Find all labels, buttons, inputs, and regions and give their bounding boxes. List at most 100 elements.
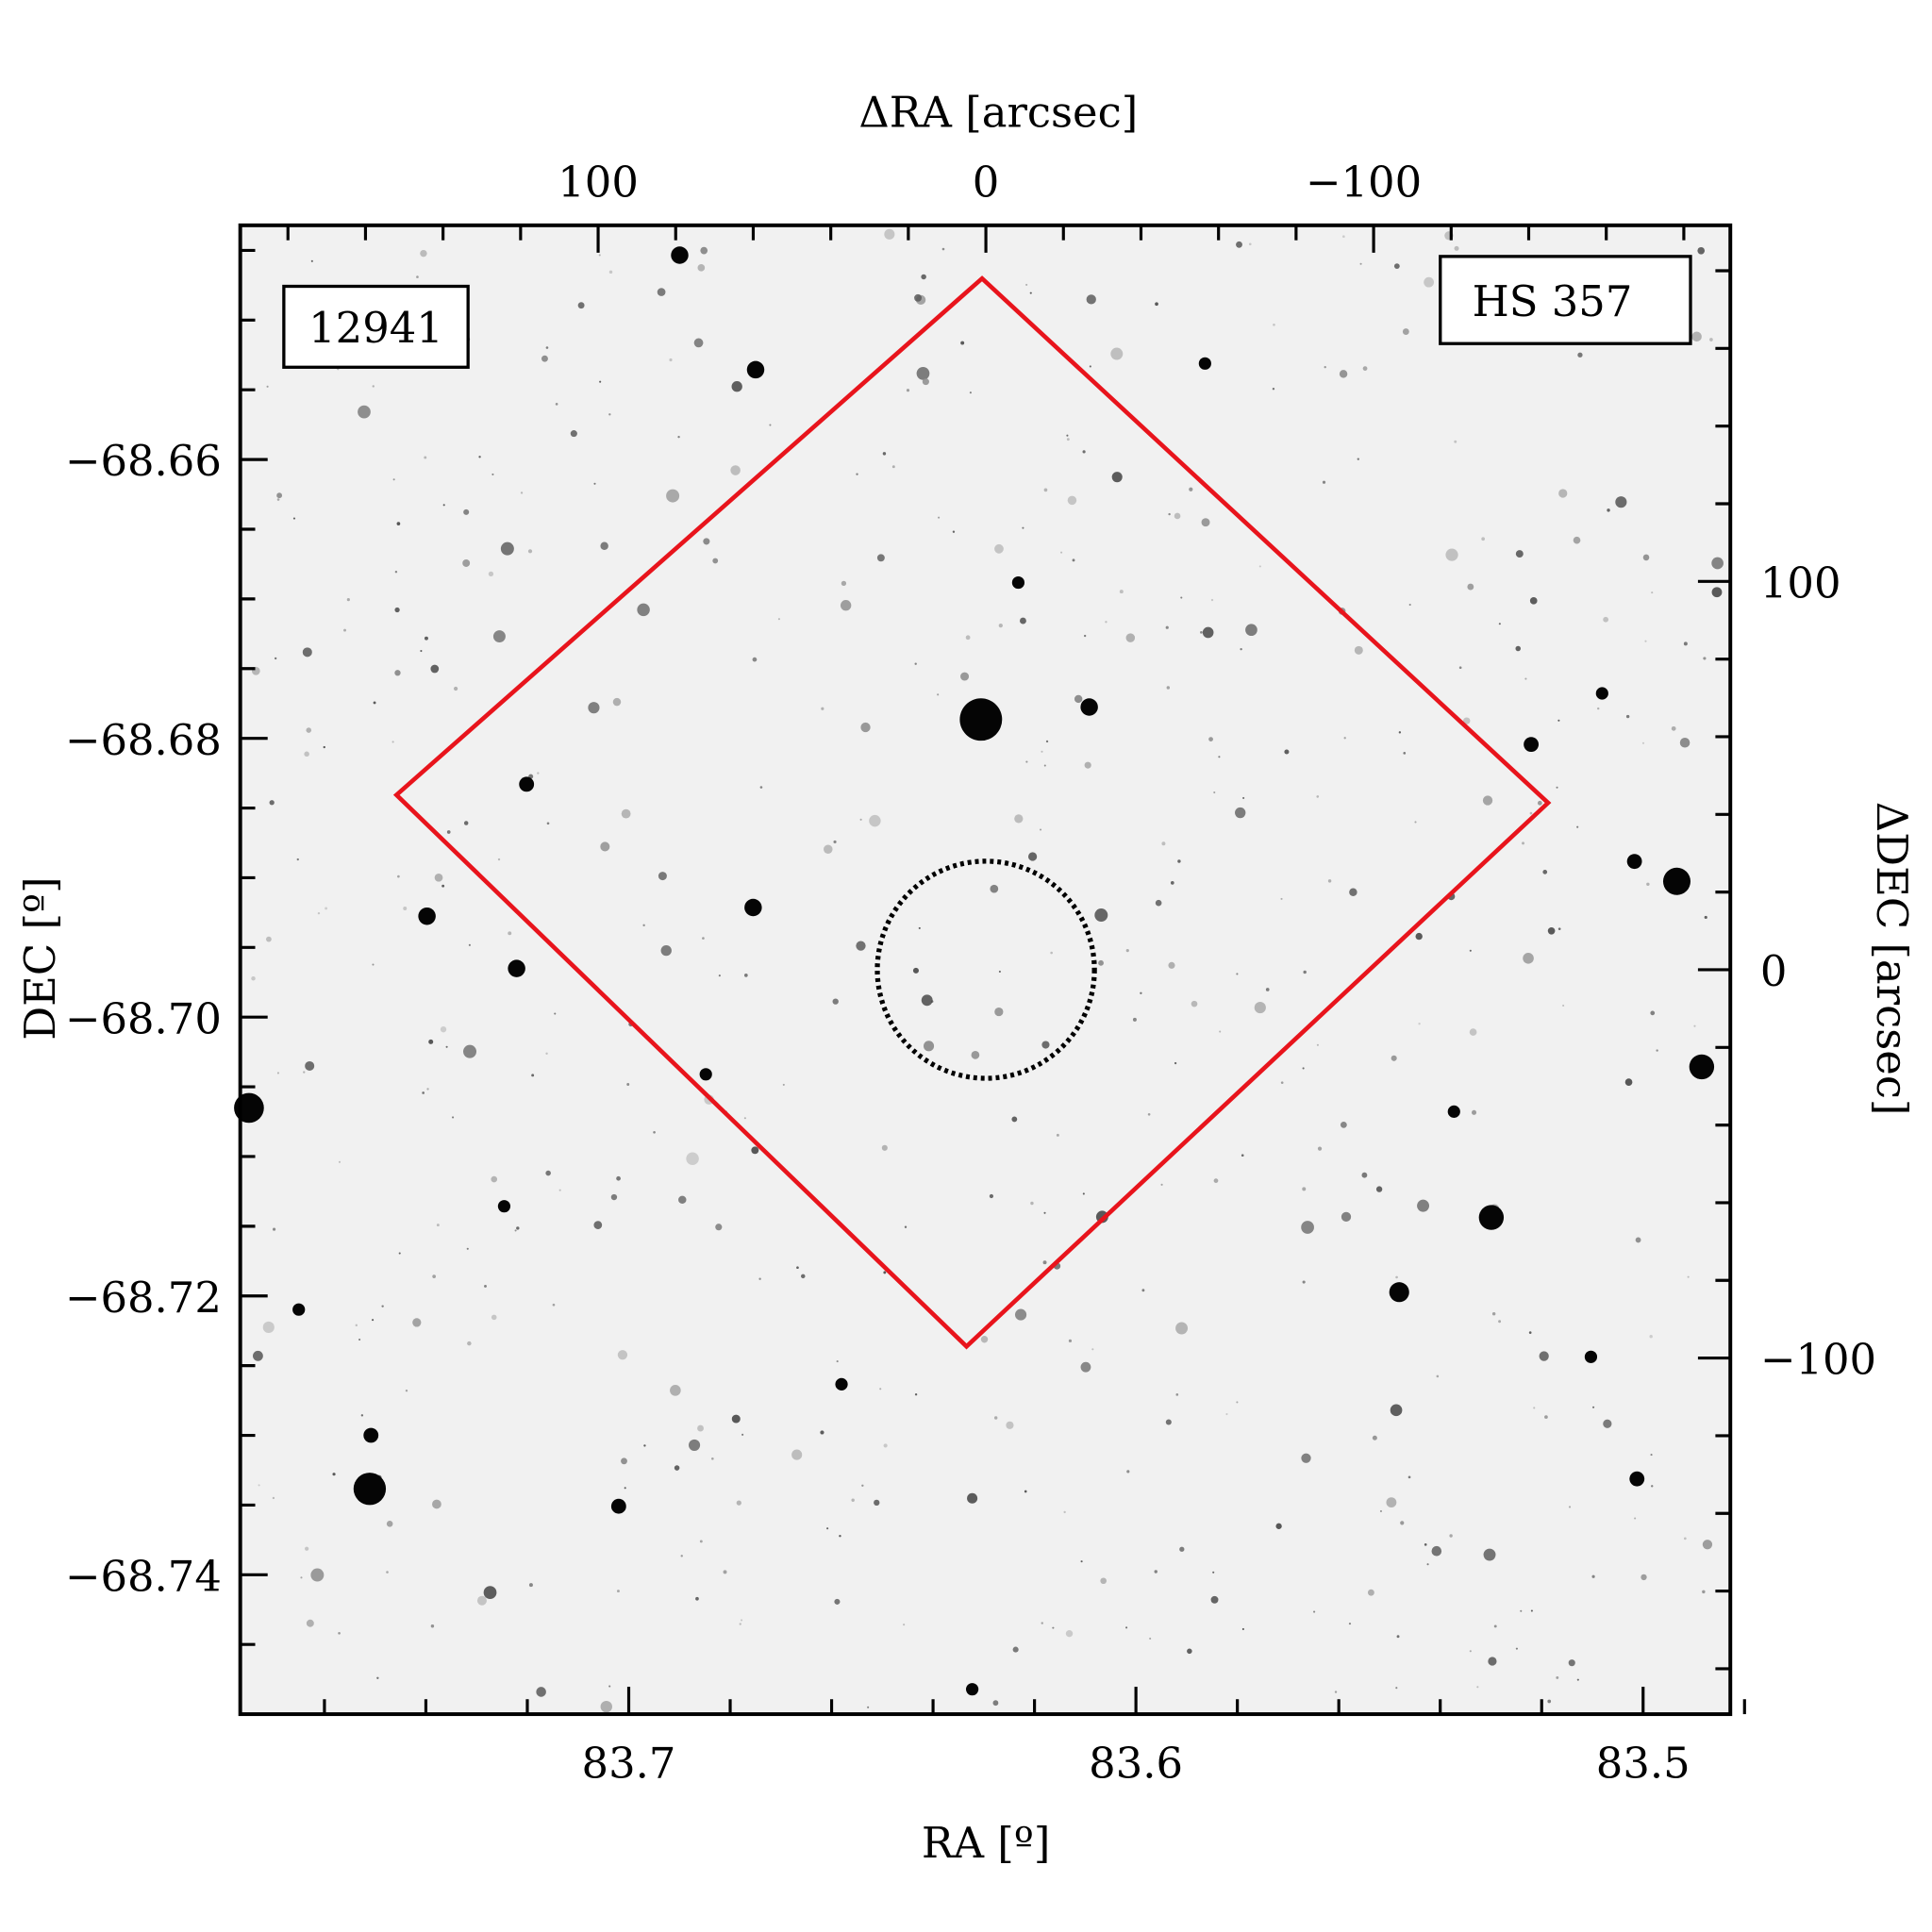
- star: [600, 1700, 612, 1713]
- star: [1089, 365, 1091, 368]
- star: [1426, 1563, 1429, 1566]
- star: [1417, 1199, 1430, 1212]
- dec-tick-label: −68.70: [65, 993, 222, 1043]
- star: [1161, 841, 1166, 846]
- star: [686, 1152, 699, 1166]
- ddec-tick-label: 100: [1760, 558, 1841, 608]
- star: [1469, 949, 1472, 952]
- star: [1242, 796, 1245, 800]
- star: [296, 858, 299, 861]
- star: [1573, 536, 1581, 544]
- star: [343, 628, 346, 632]
- star: [1043, 764, 1046, 767]
- star: [303, 1071, 306, 1074]
- star: [305, 1546, 309, 1551]
- star: [1408, 604, 1411, 607]
- ddec-tick-label: 0: [1760, 946, 1788, 996]
- star: [1520, 1609, 1523, 1612]
- star: [1235, 807, 1246, 819]
- star: [693, 338, 704, 348]
- star: [516, 1226, 520, 1230]
- star: [1591, 1574, 1595, 1578]
- dra-tick-label: 100: [558, 157, 639, 207]
- star: [657, 288, 666, 296]
- star: [1160, 1183, 1163, 1186]
- star: [1357, 458, 1359, 460]
- star: [1086, 294, 1096, 305]
- star: [723, 1570, 727, 1574]
- star: [904, 1225, 908, 1228]
- star: [834, 1598, 841, 1605]
- star: [666, 489, 680, 503]
- star: [1191, 1000, 1198, 1008]
- star: [440, 1026, 447, 1033]
- star: [621, 1457, 627, 1465]
- star: [1240, 647, 1242, 651]
- star: [616, 1590, 620, 1593]
- star: [608, 413, 611, 416]
- star: [1024, 1490, 1027, 1493]
- id-label: 12941: [308, 303, 443, 353]
- cluster-radius-circle: [874, 858, 1097, 1081]
- star: [836, 1360, 839, 1363]
- star: [922, 378, 929, 386]
- star: [497, 858, 501, 861]
- star: [989, 1193, 994, 1199]
- star: [1030, 1201, 1034, 1206]
- star: [1272, 388, 1275, 391]
- star: [462, 559, 471, 567]
- star: [736, 1500, 741, 1506]
- star: [491, 473, 494, 475]
- star: [1236, 241, 1242, 248]
- star: [1132, 1017, 1137, 1022]
- star: [642, 924, 645, 927]
- star: [1651, 1485, 1654, 1488]
- star: [1284, 749, 1290, 755]
- star: [669, 358, 673, 362]
- star: [879, 1388, 882, 1391]
- star: [1334, 1690, 1338, 1693]
- star: [1530, 1609, 1533, 1612]
- star: [1577, 352, 1583, 358]
- bright-star: [1080, 698, 1098, 716]
- star: [274, 657, 277, 660]
- star: [1528, 1331, 1532, 1334]
- star: [1218, 756, 1221, 758]
- star: [1189, 487, 1193, 491]
- star: [1542, 869, 1548, 874]
- star: [820, 1430, 824, 1435]
- star: [258, 1484, 260, 1487]
- star: [546, 822, 550, 825]
- star: [884, 228, 895, 240]
- star: [1354, 645, 1363, 655]
- star: [1170, 881, 1174, 885]
- star: [412, 1318, 422, 1327]
- star: [1386, 1497, 1397, 1508]
- star: [1041, 1041, 1050, 1049]
- star: [1557, 719, 1560, 722]
- star: [712, 558, 719, 564]
- star: [971, 1050, 980, 1059]
- bright-star: [671, 246, 689, 264]
- star: [1424, 276, 1435, 288]
- star: [1342, 235, 1345, 239]
- star: [840, 600, 852, 611]
- star: [1322, 480, 1326, 484]
- star: [302, 647, 312, 658]
- object-label-frame: [1439, 255, 1692, 345]
- bright-star: [1011, 575, 1025, 590]
- star: [1529, 811, 1533, 815]
- star: [617, 1350, 628, 1360]
- star: [488, 571, 494, 576]
- star: [396, 522, 401, 525]
- star: [1165, 1419, 1172, 1425]
- star: [1635, 1237, 1641, 1243]
- star: [697, 264, 706, 272]
- star: [1200, 631, 1203, 634]
- star: [621, 808, 631, 819]
- bright-star: [1524, 737, 1540, 753]
- star: [1568, 1659, 1575, 1667]
- star: [1568, 1506, 1572, 1508]
- star: [310, 259, 313, 262]
- star: [861, 1484, 864, 1487]
